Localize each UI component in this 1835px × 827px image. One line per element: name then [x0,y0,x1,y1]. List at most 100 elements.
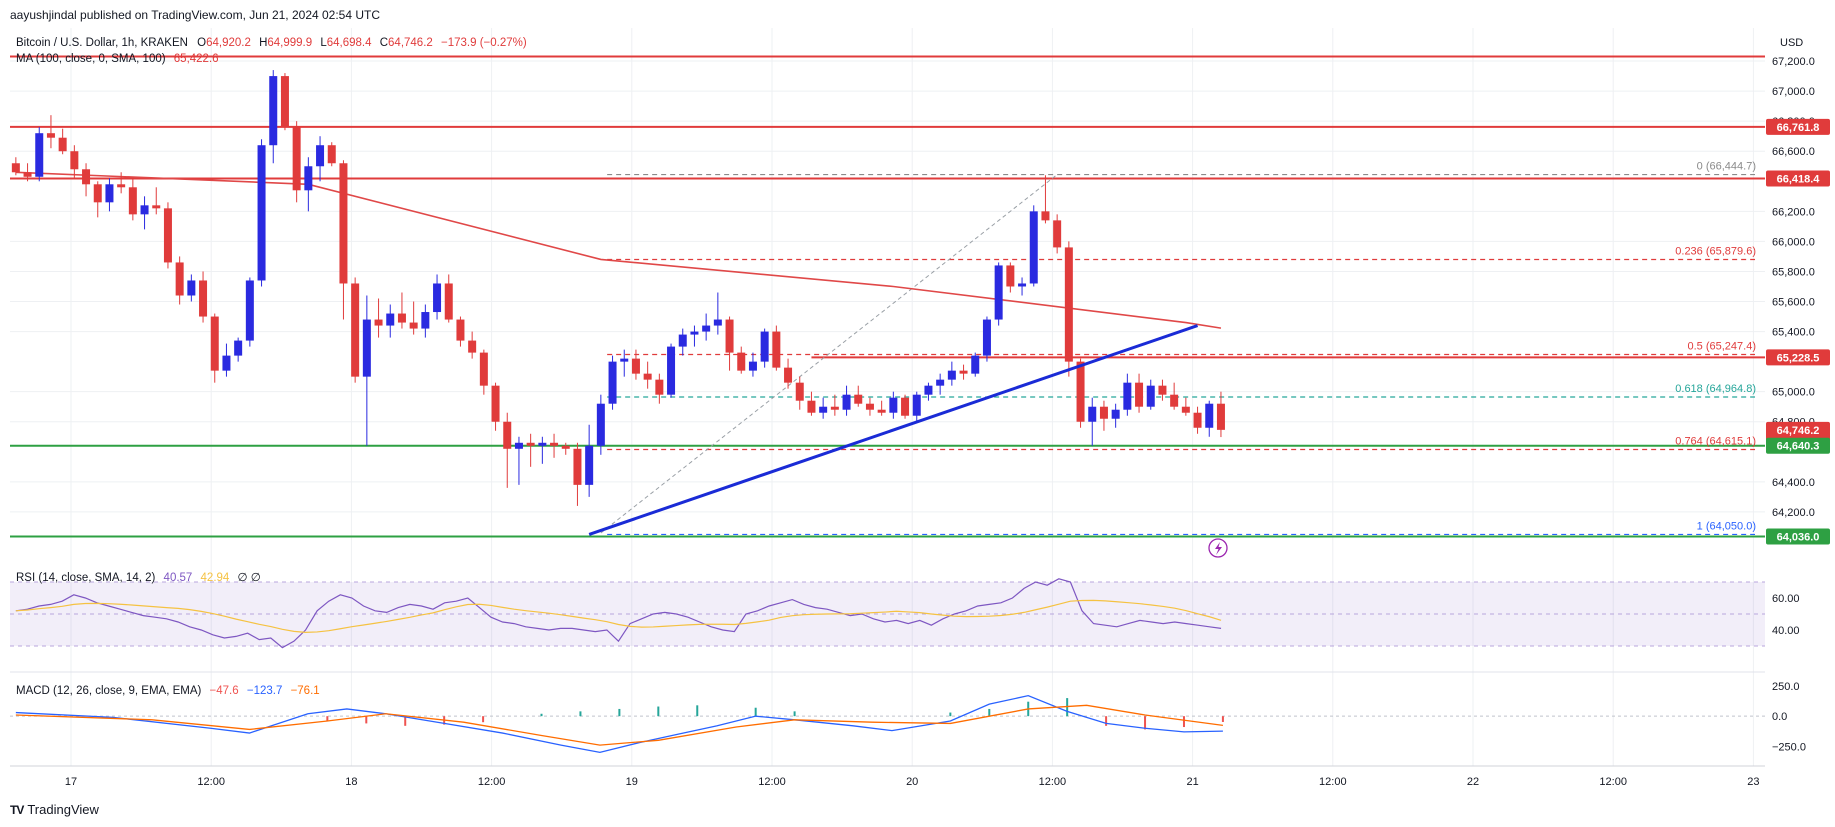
candle-body [690,331,699,335]
candle-body [526,442,535,446]
time-tick-label: 12:00 [758,776,786,788]
fibonacci-retracement: 0 (66,444.7) 0.236 (65,879.6) 0.5 (65,247.… [600,161,1756,536]
candle-body [760,331,769,362]
macd-hist-bar-up [949,712,952,717]
candle [1216,391,1225,438]
candle [1064,241,1073,377]
footer-brand[interactable]: TV TradingView [10,802,99,817]
candle-body [327,145,336,164]
publish-info: aayushjindal published on TradingView.co… [10,8,381,22]
svg-text:MACD (12, 26, close, 9, EMA, E: MACD (12, 26, close, 9, EMA, EMA) −47.6 … [16,685,320,697]
price-label-text: 66,418.4 [1777,174,1821,186]
candle-body [877,409,886,413]
candle-body [830,406,839,410]
candle-body [35,133,44,177]
candle [889,391,898,419]
price-label-box [1766,437,1830,454]
candle-body [1146,385,1155,407]
candle [631,349,640,380]
candle-body [117,184,126,188]
macd-hist-bar-down [1182,716,1185,728]
macd-hist-bar-down [1221,716,1224,722]
candle [1099,400,1108,431]
legend-symbol: Bitcoin / U.S. Dollar, 1h, KRAKEN [16,37,188,49]
candle-body [152,205,161,209]
legend-rsi-label: RSI (14, close, SMA, 14, 2) [16,572,156,584]
horizontal-levels [10,55,1765,538]
candle-body [713,319,722,326]
candle-body [362,319,371,377]
rsi-ma-line [15,599,1222,634]
macd-tick-label: 0.0 [1772,711,1787,723]
candle-body [1181,406,1190,413]
candle-body [1041,211,1050,221]
candle [877,400,886,416]
candle-body [1158,385,1167,395]
legend-close-label: C [380,37,388,49]
candle [901,394,910,419]
candle [1146,379,1155,410]
candle-body [795,382,804,401]
candle [257,139,266,287]
candle [1041,175,1050,224]
candle [667,343,676,398]
candle [713,292,722,335]
candle-body [772,331,781,368]
candle [795,376,804,410]
price-tick-label: 64,400.0 [1772,477,1815,489]
candle [46,115,55,149]
candle [23,163,32,182]
candle-body [1216,403,1225,430]
candle [748,352,757,377]
candle-body [608,361,617,404]
candle-body [1123,382,1132,410]
legend-open-label: O [197,37,206,49]
candle [468,331,477,359]
macd-signal-line [15,704,1224,746]
price-tick-label: 65,600.0 [1772,297,1815,309]
candle [1205,400,1214,437]
candle [1135,373,1144,413]
price-axis-bg [1765,28,1835,788]
candle [1018,277,1027,296]
time-tick-label: 12:00 [1599,776,1627,788]
candle-body [292,127,301,191]
time-tick-label: 12:00 [1319,776,1347,788]
price-label-text: 66,761.8 [1777,122,1820,134]
legend-macd-signal: −76.1 [291,685,320,697]
candle [491,382,500,431]
legend-rsi-ma-value: 42.94 [201,572,230,584]
candle [690,325,699,347]
price-tick-label: 67,000.0 [1772,86,1815,98]
candle [386,304,395,338]
candle [830,394,839,416]
candle [397,292,406,329]
price-tick-label: 67,200.0 [1772,56,1815,68]
candle [163,202,172,269]
price-label-box [1766,118,1830,135]
legend-high-value: 64,999.9 [267,37,312,49]
price-tick-label: 65,400.0 [1772,327,1815,339]
candle [503,412,512,488]
macd-hist-bar-up [793,711,796,717]
time-tick-label: 22 [1467,776,1479,788]
candle [456,316,465,347]
candle-body [339,163,348,284]
macd-hist-bar-down [482,716,485,723]
candle-body [175,262,184,296]
candle [327,142,336,167]
legend: Bitcoin / U.S. Dollar, 1h, KRAKEN O64,92… [16,37,527,697]
candle-body [854,394,863,404]
candle [152,187,161,215]
candle [1076,358,1085,428]
candle-body [1064,247,1073,362]
candle-body [222,355,231,371]
macd-hist-bar-down [1105,716,1108,726]
candle-body [479,352,488,386]
svg-text:Bitcoin / U.S. Dollar, 1h, KRA: Bitcoin / U.S. Dollar, 1h, KRAKEN O64,92… [16,37,527,49]
candle [280,73,289,131]
candle-body [93,184,102,203]
event-lightning-icon[interactable] [1208,538,1228,558]
candle [1158,379,1167,401]
